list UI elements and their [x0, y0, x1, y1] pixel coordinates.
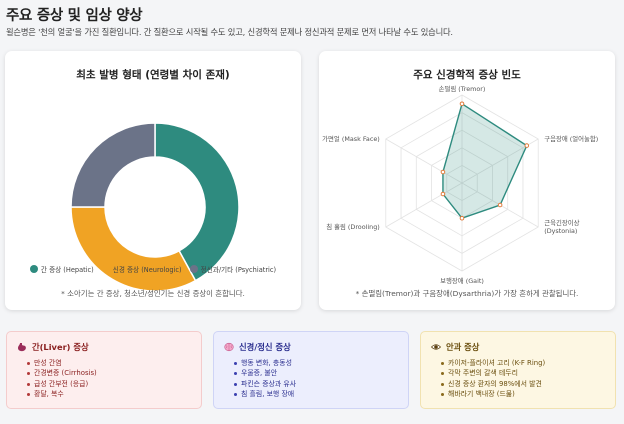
- radar-series-area: [442, 102, 528, 220]
- neuro-chart-note: * 손떨림(Tremor)과 구음장애(Dysarthria)가 가장 흔하게 …: [355, 289, 579, 298]
- list-item: 행동 변화, 충동성: [234, 358, 398, 368]
- list-item: 급성 간부전 (응급): [27, 379, 191, 389]
- radar-axis-label: 근육긴장이상 (Dystonia): [544, 218, 579, 235]
- neuro-chart-title: 주요 신경학적 증상 빈도: [413, 69, 521, 81]
- list-item: 신경 증상 환자의 98%에서 발견: [441, 379, 605, 389]
- legend-item: 신경 증상 (Neurologic): [101, 264, 182, 274]
- neuro-symptoms-box: 신경/정신 증상 행동 변화, 충동성 우울증, 불안 파킨슨 증상과 유사 침…: [213, 331, 409, 409]
- page-title: 주요 증상 및 임상 양상: [6, 8, 143, 24]
- legend-item: 정신과/기타 (Psychiatric): [189, 264, 277, 274]
- legend-label: 간 증상 (Hepatic): [40, 266, 94, 274]
- list-item: 만성 간염: [27, 358, 191, 368]
- legend-swatch: [29, 265, 38, 273]
- radar-axis-line: [385, 182, 463, 228]
- neuro-symptoms-list: 행동 변화, 충동성 우울증, 불안 파킨슨 증상과 유사 침 흘림, 보행 장…: [224, 358, 398, 400]
- list-item: 우울증, 불안: [234, 368, 398, 378]
- list-item: 간경변증 (Cirrhosis): [27, 368, 191, 378]
- list-item: 해바라기 백내장 (드묾): [441, 389, 605, 399]
- eye-symptoms-box: 안과 증상 카이저-플라이셔 고리 (K-F Ring) 각막 주변의 갈색 테…: [420, 331, 616, 409]
- radar-point: [440, 191, 446, 197]
- liver-symptoms-title: 간(Liver) 증상: [32, 342, 89, 352]
- radar-point: [497, 202, 503, 208]
- legend-label: 신경 증상 (Neurologic): [112, 266, 182, 274]
- neuro-chart-card: 주요 신경학적 증상 빈도 손떨림 (Tremor) 구음장애 (얼어눌함) 근육긴…: [319, 51, 615, 310]
- radar-axis-label: 침 흘림 (Drooling): [326, 222, 380, 231]
- liver-symptoms-box: 간(Liver) 증상 만성 간염 간경변증 (Cirrhosis) 급성 간부…: [6, 331, 202, 409]
- list-item: 침 흘림, 보행 장애: [234, 389, 398, 399]
- brain-icon: [224, 342, 234, 352]
- radar-axis-line: [385, 138, 463, 184]
- onset-chart-legend: 간 증상 (Hepatic) 신경 증상 (Neurologic) 정신과/기타 (…: [5, 264, 301, 274]
- eye-symptoms-title: 안과 증상: [446, 342, 480, 352]
- neuro-radar-chart: 손떨림 (Tremor) 구음장애 (얼어눌함) 근육긴장이상 (Dystonia) 보…: [322, 85, 598, 285]
- radar-axis-label: 보행장애 (Gait): [440, 276, 484, 285]
- radar-point: [524, 143, 530, 148]
- radar-axis-label: 구음장애 (얼어눌함): [544, 134, 598, 143]
- liver-symptoms-list: 만성 간염 간경변증 (Cirrhosis) 급성 간부전 (응급) 황달, 복…: [17, 358, 191, 400]
- radar-point: [459, 101, 465, 107]
- onset-chart-note: * 소아기는 간 증상, 청소년/성인기는 신경 증상이 흔합니다.: [61, 289, 245, 298]
- stomach-icon: [18, 343, 26, 352]
- list-item: 파킨슨 증상과 유사: [234, 379, 398, 389]
- legend-swatch: [101, 265, 110, 273]
- eye-symptoms-list: 카이저-플라이셔 고리 (K-F Ring) 각막 주변의 갈색 테두리 신경 …: [431, 358, 605, 400]
- list-item: 각막 주변의 갈색 테두리: [441, 368, 605, 378]
- page-subtitle: 윌슨병은 '천의 얼굴'을 가진 질환입니다. 간 질환으로 시작될 수도 있고…: [6, 27, 453, 37]
- radar-axis-label: 손떨림 (Tremor): [439, 85, 486, 93]
- list-item: 카이저-플라이셔 고리 (K-F Ring): [441, 358, 605, 368]
- radar-point: [440, 169, 446, 175]
- legend-item: 간 증상 (Hepatic): [29, 264, 94, 274]
- legend-label: 정신과/기타 (Psychiatric): [200, 266, 277, 274]
- radar-axis-label: 가면얼 (Mask Face): [322, 134, 380, 143]
- eye-icon: [431, 344, 441, 350]
- onset-chart-card: 최초 발병 형태 (연령별 차이 존재) 간 증상 (Hepatic) 신경 증상…: [5, 51, 301, 310]
- radar-point: [459, 215, 465, 221]
- onset-chart-title: 최초 발병 형태 (연령별 차이 존재): [76, 69, 230, 81]
- donut-slice: [70, 122, 156, 208]
- donut-slice: [70, 206, 197, 292]
- neuro-symptoms-title: 신경/정신 증상: [239, 342, 291, 352]
- list-item: 황달, 복수: [27, 389, 191, 399]
- legend-swatch: [189, 265, 198, 273]
- donut-slice: [154, 122, 240, 282]
